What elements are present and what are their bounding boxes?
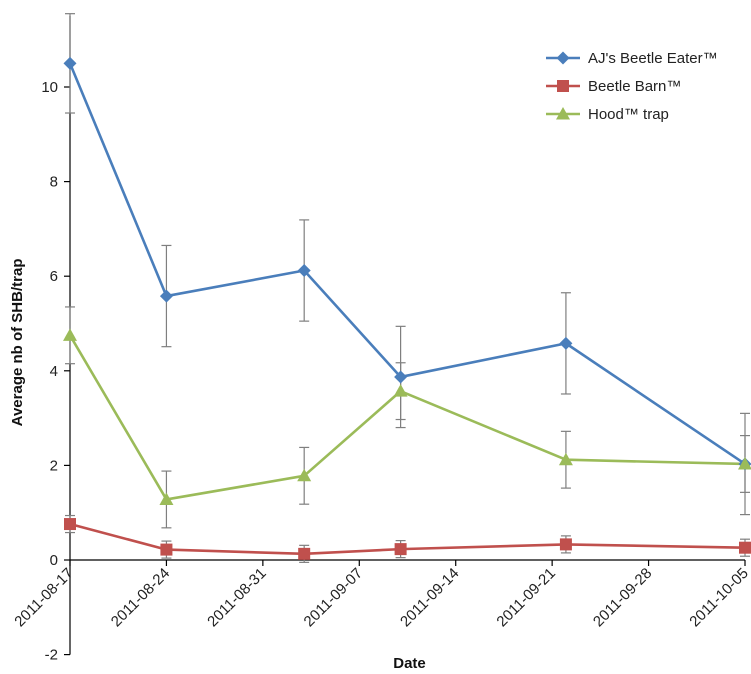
beetle-barn-line [69, 522, 746, 556]
legend-label: AJ's Beetle Eater™ [588, 50, 718, 67]
x-tick-label: 2011-09-28 [590, 565, 655, 630]
aj-beetle-eater-point [159, 289, 173, 303]
y-tick-label: 4 [50, 363, 58, 380]
y-tick-label: 6 [50, 268, 58, 285]
x-tick-label: 2011-08-17 [11, 565, 76, 630]
legend-item-hood-trap: Hood™ trap [546, 106, 669, 123]
legend-label: Hood™ trap [588, 106, 669, 123]
x-tick-label: 2011-08-24 [108, 565, 173, 630]
legend: AJ's Beetle Eater™ Beetle Barn™ Hood™ trap [546, 50, 718, 123]
beetle-barn-point [739, 541, 751, 554]
x-tick-label: 2011-08-31 [204, 565, 269, 630]
hood-trap-point [63, 328, 77, 341]
error-bars [65, 13, 750, 563]
legend-label: Beetle Barn™ [588, 78, 681, 95]
x-axis-title: Date [393, 655, 426, 672]
hood-trap-point [159, 492, 174, 505]
legend-item-beetle-barn: Beetle Barn™ [546, 78, 681, 95]
x-tick-label: 2011-09-21 [493, 565, 558, 630]
beetle-barn-point [64, 518, 76, 531]
hood-trap-point [558, 452, 573, 466]
series-lines [68, 62, 746, 556]
legend-marker [556, 107, 570, 120]
beetle-barn-point [160, 543, 173, 556]
series-markers [63, 56, 751, 560]
aj-beetle-eater-point [297, 264, 311, 278]
hood-trap-point [738, 456, 751, 470]
beetle-barn-point [394, 543, 407, 556]
hood-trap-line [68, 334, 746, 501]
x-tick-label: 2011-10-05 [686, 565, 751, 630]
aj-beetle-eater-point [63, 56, 77, 70]
legend-marker [556, 51, 570, 65]
aj-beetle-eater-point [394, 370, 408, 384]
hood-trap-point [297, 468, 312, 482]
y-axis-title: Average nb of SHB/trap [9, 259, 26, 427]
x-tick-label: 2011-09-07 [301, 565, 366, 630]
legend-marker [557, 80, 569, 92]
legend-item-aj-beetle-eater: AJ's Beetle Eater™ [546, 50, 718, 67]
aj-beetle-eater-line [68, 62, 746, 466]
x-tick-label: 2011-09-14 [397, 565, 462, 630]
y-tick-label: 8 [50, 174, 58, 191]
hood-trap-point [393, 384, 408, 397]
y-tick-label: 2 [50, 457, 58, 474]
y-tick-label: 10 [41, 79, 58, 96]
y-tick-label: 0 [50, 552, 58, 569]
y-tick-label: -2 [45, 647, 58, 664]
beetle-barn-point [559, 538, 572, 551]
beetle-barn-point [298, 547, 311, 560]
aj-beetle-eater-point [559, 336, 573, 350]
